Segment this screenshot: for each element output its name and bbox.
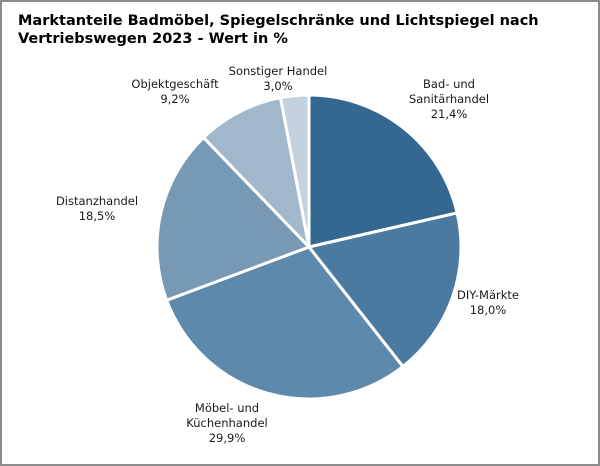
pie-slices — [155, 93, 463, 401]
slice-label-4: Objektgeschäft 9,2% — [131, 77, 219, 106]
pie-slice-4 — [201, 95, 312, 252]
slice-value-5: 3,0% — [263, 79, 292, 93]
pie-slice-3 — [155, 135, 312, 303]
slice-label-1: DIY-Märkte 18,0% — [457, 288, 519, 317]
slice-label-3: Distanzhandel 18,5% — [56, 194, 138, 223]
slice-name-3: Distanzhandel — [56, 194, 138, 208]
slice-name-4: Objektgeschäft — [131, 77, 219, 91]
pie-slice-1 — [306, 211, 463, 369]
slice-value-0: 21,4% — [431, 107, 468, 121]
slice-name-2: Küchenhandel — [186, 416, 267, 430]
pie-slice-0 — [307, 93, 459, 249]
slice-label-0: Bad- und Sanitärhandel 21,4% — [409, 77, 489, 121]
chart-title-line-2: Vertriebswegen 2023 - Wert in % — [18, 31, 288, 47]
slice-name-0: Sanitärhandel — [409, 92, 489, 106]
pie-slice-2 — [164, 245, 406, 401]
chart-title-line-1: Marktanteile Badmöbel, Spiegelschränke u… — [18, 13, 539, 29]
pie-slice-5 — [278, 93, 311, 248]
slice-value-3: 18,5% — [79, 209, 116, 223]
slice-label-2: Möbel- und Küchenhandel 29,9% — [186, 401, 267, 445]
slice-label-5: Sonstiger Handel 3,0% — [229, 64, 328, 93]
chart-title: Marktanteile Badmöbel, Spiegelschränke u… — [18, 12, 578, 48]
slice-name-5: Sonstiger Handel — [229, 64, 328, 78]
slice-value-4: 9,2% — [160, 92, 189, 106]
slice-name-0: Bad- und — [423, 77, 475, 91]
slice-name-2: Möbel- und — [195, 401, 259, 415]
slice-value-2: 29,9% — [209, 431, 246, 445]
slice-value-1: 18,0% — [470, 303, 507, 317]
pie-labels: Bad- und Sanitärhandel 21,4% DIY-Märkte 18,0… — [56, 64, 519, 445]
slice-name-1: DIY-Märkte — [457, 288, 519, 302]
